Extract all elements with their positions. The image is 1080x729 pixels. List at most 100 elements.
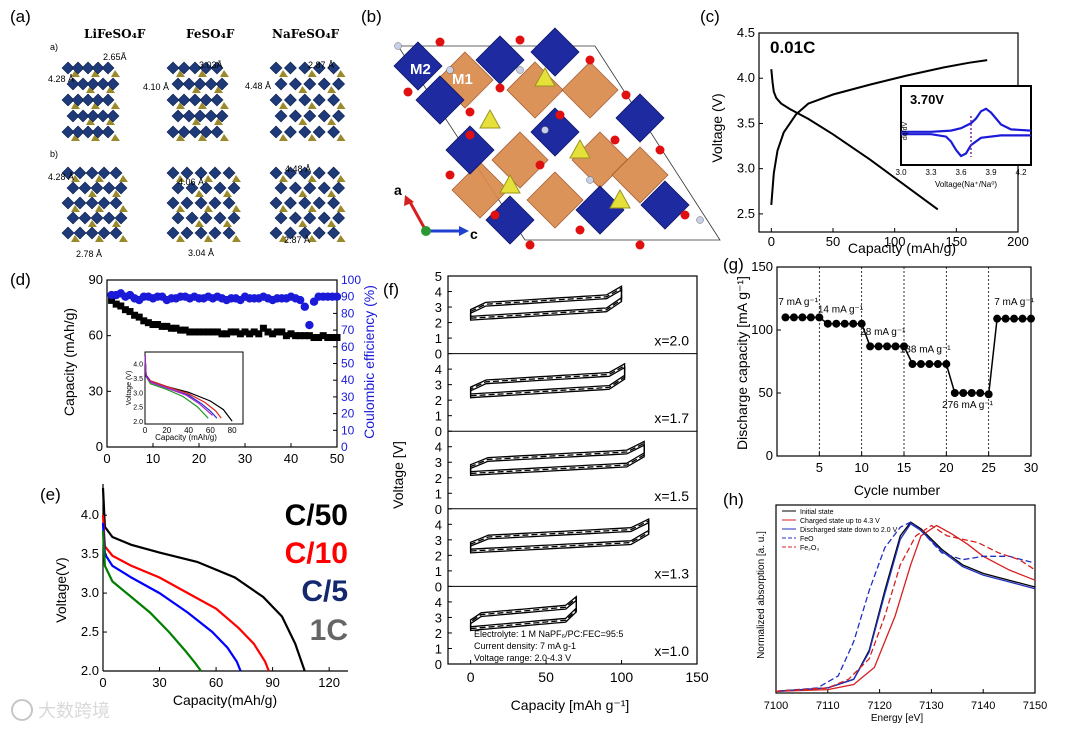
tetrahedron-shape [223,220,232,227]
inset-x-title-c: Voltage(Na⁺/Na⁰) [935,180,997,189]
tetrahedron-shape [106,118,115,125]
tetrahedron-shape [609,188,631,209]
y-axis-f-tick-label: 0 [435,424,442,439]
octahedron-shape [66,211,80,225]
axis-a-arrow [408,201,428,232]
octahedron-shape [166,61,180,75]
capacity-point [250,328,258,336]
tetrahedron-shape [336,205,346,212]
discharge-capacity-point [900,342,908,351]
y-axis-title-h: Normalized absorption [a. u.] [756,531,767,659]
panel-label-g: (g) [723,255,744,274]
note-electrolyte: Electrolyte: 1 M NaPF₆/PC:FEC=95:5 [474,629,623,639]
octahedron-shape [208,226,222,240]
rate-label: 7 mA g⁻¹ [778,297,818,308]
m2-octahedron-shape [445,125,495,175]
tetrahedron-shape [279,175,288,182]
octahedron-shape [66,181,80,195]
octahedron-shape [303,109,317,123]
y-axis-d-tick-label: 90 [89,272,103,287]
x-axis-e-tick-label: 0 [99,675,106,690]
subpanel-composition-label: x=1.7 [654,410,689,426]
x-axis-h-tick-label: 7140 [971,700,995,712]
discharge-capacity-point [849,319,858,328]
octahedron-shape [269,93,283,107]
octahedron-shape [269,226,283,240]
x-axis-c-tick-label: 100 [884,234,906,249]
panel-label-c: (c) [700,7,720,26]
octahedron-shape [109,196,123,210]
capacity-point [140,317,148,325]
panel-h: (h) 7100 7110 7120 7130 7140 7150 Initial stat… [723,490,1047,724]
octahedron-shape [312,226,326,240]
x-axis-f-tick-label: 0 [467,669,475,685]
charge-discharge-loop [469,595,577,632]
octahedron-shape [86,77,100,91]
octahedron-shape [102,211,116,225]
x-axis-f-tick-label: 150 [685,669,709,685]
y-axis-d-tick-label: 60 [89,328,103,343]
voltage-curve-0 [770,59,988,205]
octahedron-shape [102,181,116,195]
octahedron-shape [303,211,317,225]
tetrahedron-shape [298,190,308,197]
capacity-point [255,330,263,338]
octahedron-shape [210,125,224,139]
oxygen-atom-shape [490,210,500,220]
tetrahedron-shape [327,118,337,125]
x-axis-g-tick-label: 25 [981,460,995,475]
m1-octahedron-shape [526,171,584,229]
octahedron-shape [86,109,100,123]
fluorine-atom-shape [516,66,524,74]
tetrahedron-shape [71,205,80,212]
plot-frame-f [447,275,698,665]
y-axis-f-tick-label: 0 [435,579,442,594]
discharge-capacity-point [925,360,934,369]
octahedron-shape [101,61,115,75]
y-axis-f-tick-label: 1 [435,331,442,346]
tetrahedron-shape [232,235,241,242]
tetrahedron-shape [198,134,207,141]
tetrahedron-shape [195,220,204,227]
octahedron-shape [269,125,283,139]
x-axis-e-tick-label: 60 [209,675,223,690]
octahedron-shape [327,125,341,139]
x-axis-h-tick-label: 7110 [816,700,840,712]
octahedron-shape [193,109,207,123]
dqdv-curve-1 [901,133,1031,158]
oxygen-atom-shape [465,130,475,140]
y-axis-f-tick-label: 3 [435,300,442,315]
m2-octahedron-shape [615,93,665,143]
dist-b3: 4.48 Å [285,164,311,174]
y-axis-f-tick-label: 1 [435,564,442,579]
octahedron-shape [71,125,85,139]
chart-d: 0 10 20 30 40 5003060900102030405060708090100… [89,272,362,466]
coulombic-efficiency-point [305,320,314,330]
octahedron-shape [188,61,202,75]
xanes-spectrum-4 [775,524,1036,692]
tetrahedron-shape [336,102,346,109]
octahedron-shape [194,226,208,240]
octahedron-shape [283,61,297,75]
tetrahedron-shape [111,70,120,77]
x-axis-d-tick-label: 40 [284,451,298,466]
oxygen-atom-shape [680,210,690,220]
x-axis-e-tick-label: 120 [318,675,340,690]
x-axis-g-tick-label: 15 [897,460,911,475]
tetrahedron-shape [95,175,104,182]
oxygen-atom-shape [495,83,505,93]
tetrahedron-shape [307,205,317,212]
octahedron-shape [199,125,213,139]
fluorine-atom-shape [541,126,549,134]
octahedron-shape [66,77,80,91]
discharge-capacity-point [832,319,841,328]
x-axis-title-c: Capacity (mAh/g) [848,240,956,256]
y-axis-e-tick-label: 4.0 [81,507,99,522]
inset-y-tick-label-d: 3.0 [133,390,143,397]
octahedron-shape [269,61,283,75]
x-axis-title-f: Capacity [mAh g⁻¹] [511,697,630,713]
subpanel-composition-label: x=2.0 [654,333,689,349]
octahedron-shape [85,226,99,240]
oxygen-atom-shape [403,87,413,97]
